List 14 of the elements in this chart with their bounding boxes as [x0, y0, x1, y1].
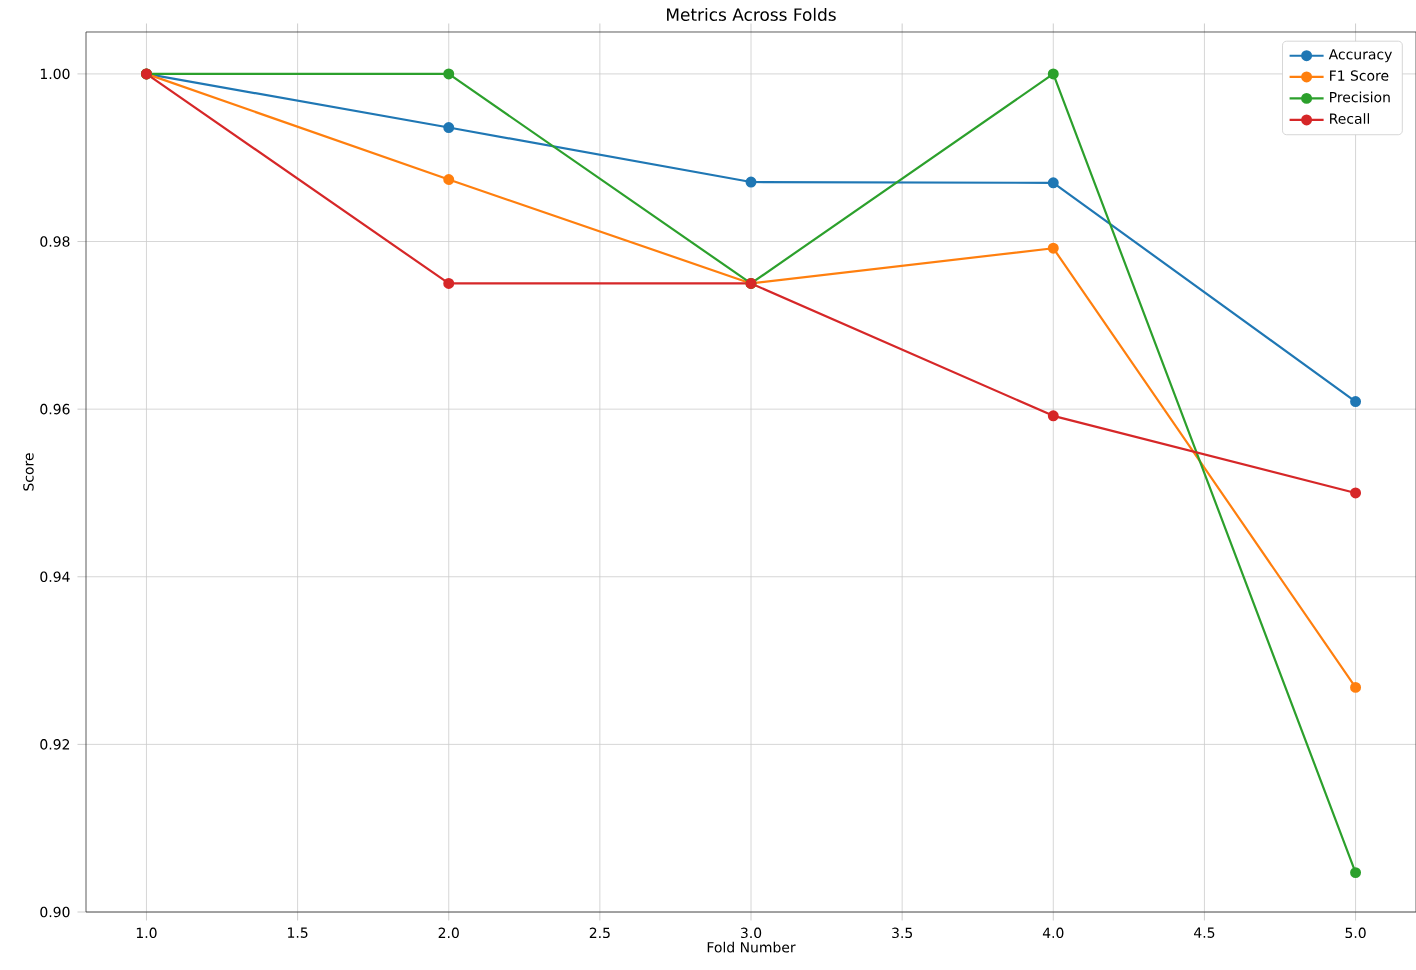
point: [1350, 396, 1362, 408]
point: [443, 174, 455, 185]
point: [1047, 68, 1059, 80]
point: [745, 176, 757, 188]
point: [1047, 177, 1059, 189]
point: [1350, 487, 1362, 499]
point: [1047, 242, 1059, 254]
point: [443, 277, 455, 289]
point: [1047, 410, 1059, 422]
point: [1350, 681, 1362, 693]
point: [443, 68, 455, 80]
chart-title: Metrics Across Folds: [667, 7, 836, 22]
point: [1350, 867, 1362, 879]
point: [443, 122, 455, 134]
